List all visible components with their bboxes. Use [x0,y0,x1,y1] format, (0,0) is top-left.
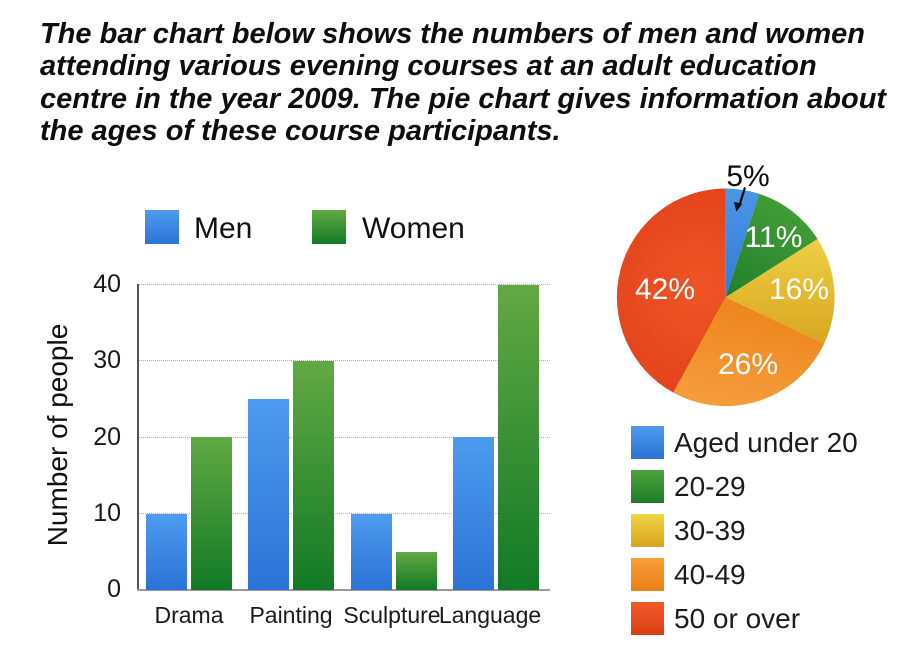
svg-text:26%: 26% [718,348,778,381]
svg-text:16%: 16% [769,273,829,306]
svg-text:42%: 42% [635,273,695,306]
svg-text:11%: 11% [745,221,803,254]
svg-text:5%: 5% [726,160,769,193]
